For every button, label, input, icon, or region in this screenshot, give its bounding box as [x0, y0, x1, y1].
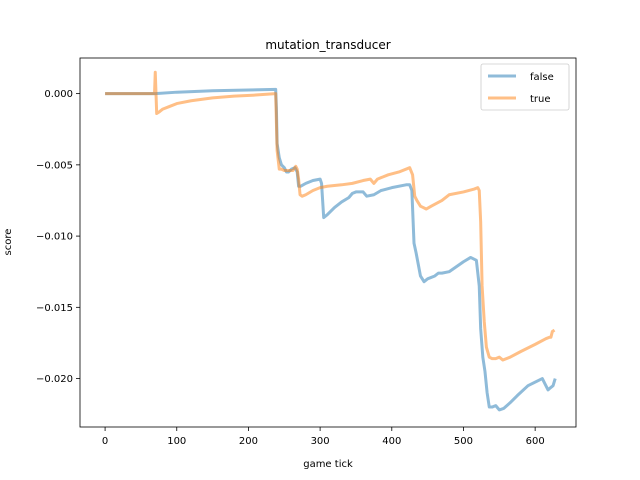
legend-label-true: true	[530, 94, 551, 105]
plot-frame	[79, 57, 577, 428]
y-tick-label: 0.000	[44, 89, 73, 100]
x-tick-label: 500	[454, 436, 473, 447]
x-tick-label: 0	[102, 436, 108, 447]
series-line-true	[105, 70, 556, 362]
legend-label-false: false	[530, 72, 554, 83]
x-axis: 0 100 200 300 400 500 600	[102, 427, 545, 447]
y-axis-label: score	[3, 229, 14, 256]
plot-lines	[105, 70, 557, 412]
x-tick-label: 600	[526, 436, 545, 447]
x-tick-label: 300	[311, 436, 330, 447]
y-tick-label: −0.015	[36, 303, 73, 314]
x-tick-label: 100	[167, 436, 186, 447]
y-tick-label: −0.020	[36, 374, 73, 385]
chart-title: mutation_transducer	[265, 38, 390, 52]
y-tick-label: −0.005	[36, 160, 73, 171]
x-axis-label: game tick	[303, 459, 353, 470]
legend: false true	[480, 63, 570, 111]
legend-box	[480, 63, 570, 111]
x-tick-label: 200	[239, 436, 258, 447]
y-axis: 0.000 −0.005 −0.010 −0.015 −0.020	[36, 89, 80, 385]
y-tick-label: −0.010	[36, 232, 73, 243]
series-line-false	[105, 87, 557, 412]
x-tick-label: 400	[382, 436, 401, 447]
